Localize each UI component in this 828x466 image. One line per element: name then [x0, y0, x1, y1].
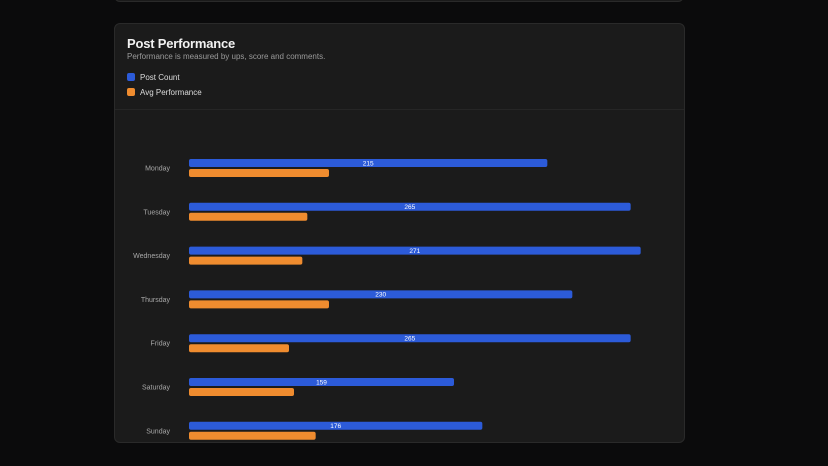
bar-value-label-thursday: 230 — [375, 292, 386, 299]
bar-post-count-sunday[interactable] — [189, 421, 483, 430]
bar-avg-performance-sunday[interactable] — [189, 431, 316, 440]
bar-value-label-tuesday: 265 — [404, 204, 415, 211]
bar-avg-performance-friday[interactable] — [189, 344, 289, 353]
bar-value-label-sunday: 176 — [330, 423, 341, 430]
day-label-tuesday: Tuesday — [143, 209, 170, 216]
day-label-thursday: Thursday — [141, 297, 171, 304]
bar-post-count-monday[interactable] — [189, 159, 548, 167]
day-label-friday: Friday — [151, 341, 171, 348]
bar-chart: Monday 215 Tuesday 265 Wednesday 271 Thursday 2… — [133, 159, 641, 440]
bar-post-count-thursday[interactable] — [189, 290, 573, 299]
legend-item-avg-performance[interactable]: Avg Performance — [127, 87, 202, 97]
bar-post-count-tuesday[interactable] — [189, 202, 631, 211]
post-performance-card: Post Performance Performance is measured… — [114, 23, 685, 443]
legend-item-post-count[interactable]: Post Count — [127, 72, 180, 82]
legend-swatch-avg-performance — [127, 88, 135, 96]
bar-value-label-monday: 215 — [363, 160, 374, 167]
bar-value-label-wednesday: 271 — [409, 248, 420, 255]
bar-avg-performance-tuesday[interactable] — [189, 212, 308, 221]
bar-avg-performance-thursday[interactable] — [189, 300, 329, 309]
day-label-wednesday: Wednesday — [133, 253, 170, 260]
legend-swatch-post-count — [127, 73, 135, 81]
legend-label-avg-performance: Avg Performance — [140, 87, 202, 97]
bar-avg-performance-wednesday[interactable] — [189, 256, 303, 265]
card-subtitle: Performance is measured by ups, score an… — [127, 52, 326, 61]
card-title: Post Performance — [127, 36, 236, 51]
bar-post-count-friday[interactable] — [189, 334, 631, 343]
day-label-sunday: Sunday — [146, 428, 170, 435]
bar-post-count-wednesday[interactable] — [189, 246, 641, 255]
day-label-monday: Monday — [145, 166, 170, 173]
day-label-saturday: Saturday — [142, 385, 171, 392]
card-header: Post Performance Performance is measured… — [115, 24, 684, 110]
bar-post-count-saturday[interactable] — [189, 378, 454, 386]
bar-avg-performance-monday[interactable] — [189, 169, 329, 177]
bar-value-label-saturday: 159 — [316, 379, 327, 386]
previous-card — [114, 0, 684, 2]
bar-avg-performance-saturday[interactable] — [189, 388, 294, 396]
bar-value-label-friday: 265 — [404, 336, 415, 343]
legend-label-post-count: Post Count — [140, 72, 180, 82]
